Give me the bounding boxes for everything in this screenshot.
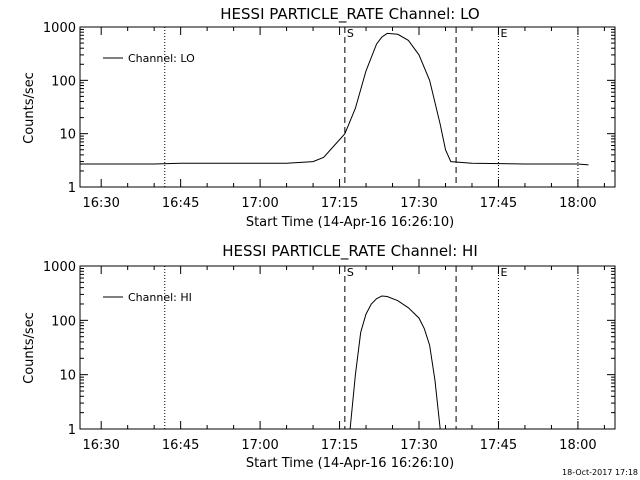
hi-y-tick-label: 100 bbox=[51, 314, 76, 329]
lo-x-tick-label: 18:00 bbox=[559, 196, 596, 211]
generation-timestamp: 18-Oct-2017 17:18 bbox=[562, 468, 638, 477]
hi-marker-label: E bbox=[500, 266, 507, 279]
lo-y-tick-label: 1000 bbox=[43, 21, 76, 36]
hi-x-tick-label: 17:15 bbox=[321, 438, 358, 453]
hi-y-tick-label: 10 bbox=[59, 369, 76, 384]
lo-marker-label: E bbox=[500, 27, 507, 40]
lo-y-axis-label: Counts/sec bbox=[22, 72, 37, 144]
lo-chart-title: HESSI PARTICLE_RATE Channel: LO bbox=[220, 5, 479, 24]
lo-series-line bbox=[80, 32, 589, 166]
lo-x-tick-label: 16:45 bbox=[162, 196, 199, 211]
lo-channel-panel: HESSI PARTICLE_RATE Channel: LO Start Ti… bbox=[22, 5, 616, 230]
hi-y-tick-label: 1000 bbox=[43, 260, 76, 275]
hi-x-tick-label: 17:00 bbox=[241, 438, 278, 453]
lo-y-tick-label: 1 bbox=[68, 181, 76, 196]
lo-plot-frame bbox=[79, 26, 616, 188]
hi-plot-frame bbox=[79, 265, 616, 430]
lo-legend-label: Channel: LO bbox=[128, 52, 195, 65]
hi-x-tick-label: 16:30 bbox=[82, 438, 119, 453]
hi-y-axis-label: Counts/sec bbox=[22, 312, 37, 384]
hi-marker-label: S bbox=[347, 266, 354, 279]
lo-y-tick-label: 10 bbox=[59, 128, 76, 143]
hi-channel-panel: HESSI PARTICLE_RATE Channel: HI Start Ti… bbox=[22, 242, 616, 471]
lo-x-tick-label: 17:00 bbox=[241, 196, 278, 211]
lo-x-axis-label: Start Time (14-Apr-16 16:26:10) bbox=[246, 215, 454, 230]
hi-x-tick-label: 17:45 bbox=[480, 438, 517, 453]
lo-x-tick-label: 17:30 bbox=[400, 196, 437, 211]
hi-x-tick-label: 17:30 bbox=[400, 438, 437, 453]
hi-x-tick-label: 16:45 bbox=[162, 438, 199, 453]
lo-y-tick-label: 100 bbox=[51, 74, 76, 89]
lo-x-tick-label: 16:30 bbox=[82, 196, 119, 211]
lo-marker-label: S bbox=[347, 27, 354, 40]
hi-chart-title: HESSI PARTICLE_RATE Channel: HI bbox=[222, 242, 478, 261]
lo-x-tick-label: 17:15 bbox=[321, 196, 358, 211]
hi-y-tick-label: 1 bbox=[68, 423, 76, 438]
lo-x-tick-label: 17:45 bbox=[480, 196, 517, 211]
hi-x-tick-label: 18:00 bbox=[559, 438, 596, 453]
hi-series-line bbox=[349, 295, 441, 430]
hi-legend-label: Channel: HI bbox=[128, 291, 192, 304]
hi-x-axis-label: Start Time (14-Apr-16 16:26:10) bbox=[246, 456, 454, 471]
